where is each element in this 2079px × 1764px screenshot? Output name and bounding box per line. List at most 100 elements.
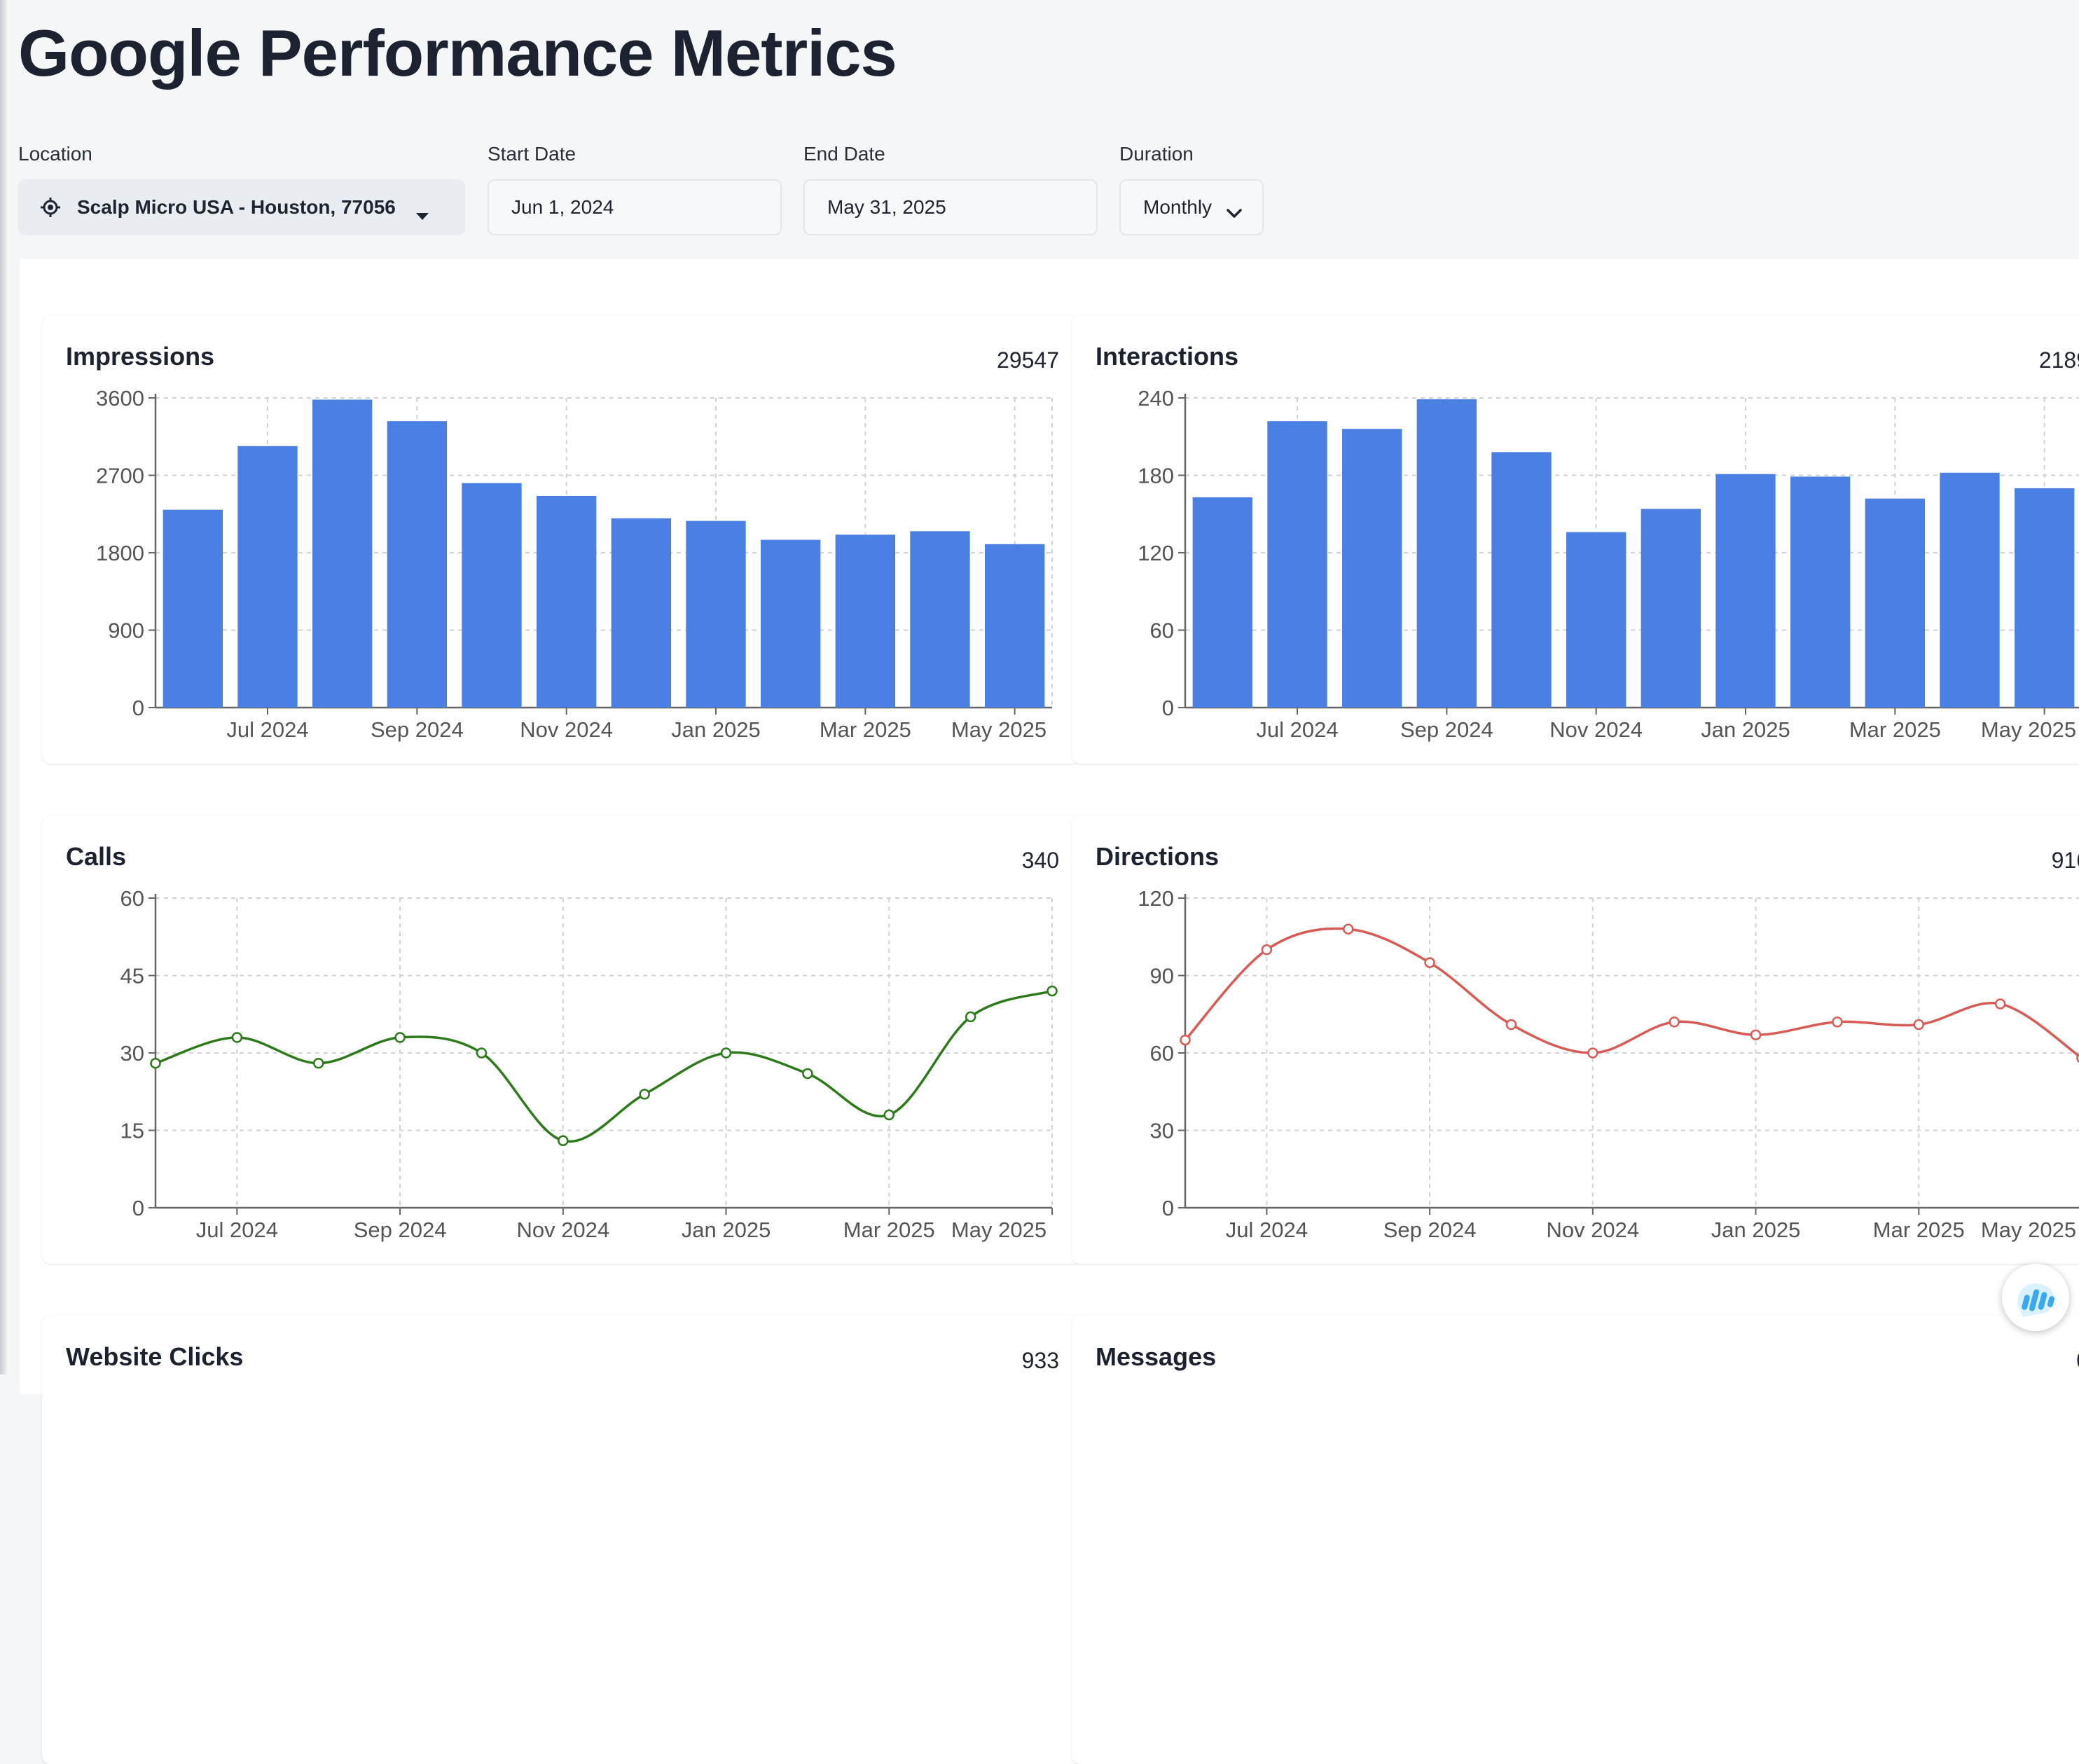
data-point[interactable] xyxy=(1832,1017,1842,1026)
website-clicks-card: Website Clicks 933 xyxy=(42,1316,1082,1764)
bar[interactable] xyxy=(761,540,820,708)
x-tick-label: Nov 2024 xyxy=(520,717,613,742)
y-tick-label: 900 xyxy=(108,619,144,643)
bar[interactable] xyxy=(237,446,297,708)
data-point[interactable] xyxy=(1344,925,1353,934)
bar[interactable] xyxy=(537,496,596,708)
chat-launcher-button[interactable] xyxy=(2002,1264,2069,1331)
bar[interactable] xyxy=(1566,532,1626,708)
data-point[interactable] xyxy=(151,1059,160,1068)
data-point[interactable] xyxy=(1588,1049,1597,1058)
data-point[interactable] xyxy=(1425,958,1435,967)
bar[interactable] xyxy=(1267,421,1327,708)
y-tick-label: 0 xyxy=(132,696,144,720)
crosshair-icon xyxy=(39,196,62,219)
y-tick-label: 120 xyxy=(1138,886,1174,911)
bar[interactable] xyxy=(1641,509,1701,708)
x-tick-label: Mar 2025 xyxy=(843,1218,935,1242)
bar[interactable] xyxy=(985,544,1044,708)
data-point[interactable] xyxy=(233,1033,242,1042)
bar[interactable] xyxy=(1193,497,1252,708)
bar[interactable] xyxy=(1865,499,1925,708)
bar[interactable] xyxy=(612,518,671,708)
x-tick-label: Mar 2025 xyxy=(820,717,911,742)
x-tick-label: Mar 2025 xyxy=(1873,1218,1965,1242)
x-tick-label: Mar 2025 xyxy=(1849,717,1941,742)
y-tick-label: 60 xyxy=(1150,1041,1174,1066)
duration-select[interactable]: Monthly xyxy=(1119,179,1264,235)
x-tick-label: Jan 2025 xyxy=(1701,717,1790,742)
data-point[interactable] xyxy=(477,1049,486,1058)
chevron-down-icon xyxy=(1226,202,1243,213)
end-date-input[interactable]: May 31, 2025 xyxy=(803,179,1098,235)
y-tick-label: 180 xyxy=(1138,464,1174,488)
x-tick-label: May 2025 xyxy=(951,1218,1047,1242)
data-point[interactable] xyxy=(640,1089,649,1098)
data-point[interactable] xyxy=(396,1033,405,1042)
location-value: Scalp Micro USA - Houston, 77056 xyxy=(77,196,396,219)
x-tick-label: Jul 2024 xyxy=(1226,1218,1308,1242)
x-tick-label: Sep 2024 xyxy=(1383,1218,1477,1242)
bar[interactable] xyxy=(1491,452,1551,708)
x-tick-label: Jan 2025 xyxy=(1711,1218,1801,1242)
x-tick-label: Sep 2024 xyxy=(354,1218,447,1242)
bar[interactable] xyxy=(910,531,969,708)
page-title: Google Performance Metrics xyxy=(18,15,897,91)
start-date-input[interactable]: Jun 1, 2024 xyxy=(488,179,782,235)
x-tick-label: Sep 2024 xyxy=(1400,717,1493,742)
bar[interactable] xyxy=(163,510,223,708)
bar[interactable] xyxy=(312,399,372,708)
x-tick-label: Jul 2024 xyxy=(226,717,308,742)
y-tick-label: 45 xyxy=(120,964,144,988)
data-point[interactable] xyxy=(1996,1000,2005,1009)
y-tick-label: 30 xyxy=(1150,1119,1174,1143)
data-point[interactable] xyxy=(1751,1031,1760,1040)
data-point[interactable] xyxy=(1914,1020,1923,1029)
bar[interactable] xyxy=(1940,473,1999,708)
location-select[interactable]: Scalp Micro USA - Houston, 77056 xyxy=(18,179,465,235)
bar[interactable] xyxy=(1342,429,1402,708)
data-point[interactable] xyxy=(314,1059,323,1068)
y-tick-label: 30 xyxy=(120,1041,144,1066)
bar[interactable] xyxy=(1417,399,1477,708)
bar[interactable] xyxy=(1715,474,1775,708)
data-point[interactable] xyxy=(803,1069,812,1078)
x-tick-label: Jul 2024 xyxy=(196,1218,278,1242)
card-total: 933 xyxy=(1022,1348,1059,1374)
start-date-label: Start Date xyxy=(488,143,576,165)
bar[interactable] xyxy=(387,421,447,708)
bar[interactable] xyxy=(462,483,521,708)
data-point[interactable] xyxy=(1507,1020,1516,1029)
x-tick-label: Sep 2024 xyxy=(371,717,464,742)
data-point[interactable] xyxy=(1048,986,1057,995)
data-point[interactable] xyxy=(1670,1017,1679,1026)
card-title: Messages xyxy=(1096,1342,1216,1372)
data-point[interactable] xyxy=(1262,945,1271,954)
bar[interactable] xyxy=(2015,488,2074,708)
data-point[interactable] xyxy=(966,1012,975,1021)
duration-value: Monthly xyxy=(1143,196,1212,219)
y-tick-label: 240 xyxy=(1138,386,1174,411)
x-tick-label: Jan 2025 xyxy=(671,717,761,742)
data-point[interactable] xyxy=(721,1049,731,1058)
y-tick-label: 2700 xyxy=(96,464,144,488)
card-title: Website Clicks xyxy=(66,1342,243,1372)
bar[interactable] xyxy=(1790,476,1850,708)
caret-down-icon xyxy=(415,203,429,212)
data-point[interactable] xyxy=(558,1136,567,1145)
data-point[interactable] xyxy=(885,1110,894,1119)
data-point[interactable] xyxy=(1181,1035,1190,1045)
series-line xyxy=(156,991,1052,1142)
bar[interactable] xyxy=(686,521,745,708)
bar[interactable] xyxy=(836,535,895,708)
y-tick-label: 0 xyxy=(1162,1196,1174,1220)
